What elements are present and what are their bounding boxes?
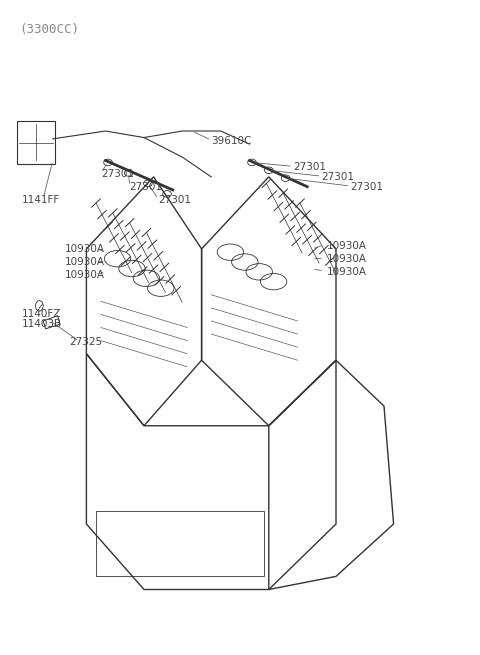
Text: 27301: 27301 [158, 195, 192, 205]
Text: 1141FF: 1141FF [22, 195, 60, 205]
Text: 39610C: 39610C [211, 136, 252, 146]
Text: 10930A: 10930A [326, 267, 366, 277]
Text: 10930A: 10930A [65, 257, 105, 267]
Text: 11403B: 11403B [22, 319, 62, 329]
Text: 27325: 27325 [70, 337, 103, 347]
Text: 27301: 27301 [130, 181, 163, 192]
Text: 1140FZ: 1140FZ [22, 309, 61, 320]
Text: 27301: 27301 [101, 168, 134, 179]
Text: (3300CC): (3300CC) [19, 23, 79, 36]
Text: 10930A: 10930A [326, 240, 366, 251]
Text: 27301: 27301 [293, 162, 326, 172]
Text: 10930A: 10930A [326, 253, 366, 264]
Text: 27301: 27301 [322, 172, 355, 182]
Text: 10930A: 10930A [65, 244, 105, 254]
Text: 27301: 27301 [350, 181, 384, 192]
Text: 10930A: 10930A [65, 270, 105, 280]
